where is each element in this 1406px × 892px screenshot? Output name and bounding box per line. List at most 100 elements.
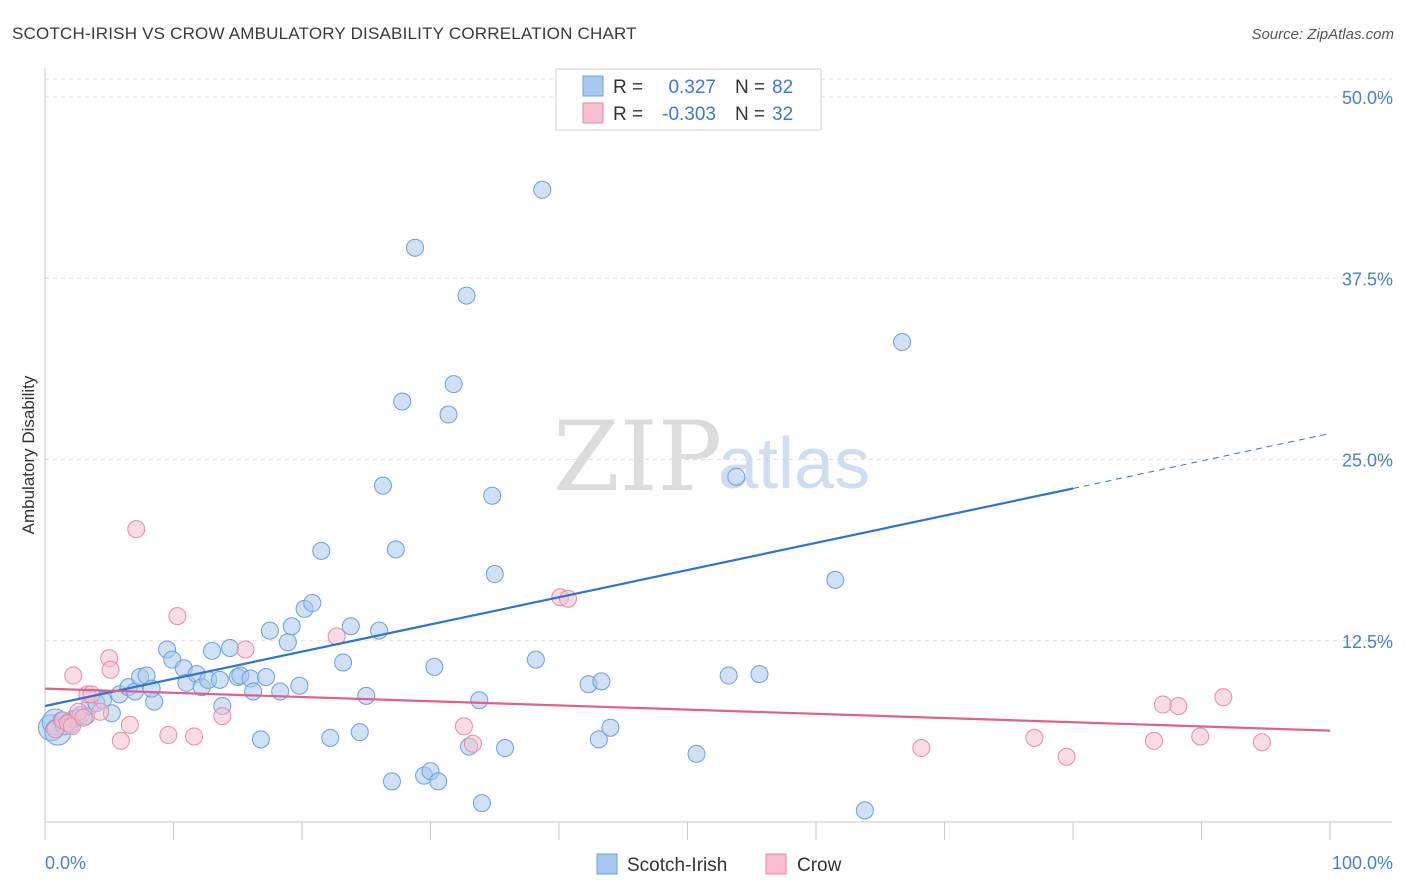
scotch-irish-point-38: [257, 668, 276, 686]
scotch-irish-point-42: [282, 617, 301, 636]
crow-point-12: [111, 731, 130, 750]
scotch-irish-point-82: [855, 801, 874, 820]
legend-r-value-1: 0.327: [668, 77, 716, 98]
scatter-points: [37, 180, 1271, 820]
scotch-irish-point-39: [260, 621, 279, 640]
crow-point-24: [558, 589, 577, 608]
scotch-irish-point-51: [357, 686, 376, 705]
scotch-irish-point-69: [485, 565, 504, 584]
scotch-irish-point-55: [386, 540, 405, 559]
legend-swatch-crow: [582, 102, 604, 124]
bottom-legend-label-crow: Crow: [797, 855, 842, 876]
scotch-irish-point-50: [350, 723, 369, 742]
crow-point-26: [1025, 728, 1044, 747]
crow-point-13: [120, 715, 139, 734]
crow-point-18: [213, 707, 232, 726]
scotch-irish-point-71: [526, 650, 545, 669]
scotch-irish-point-60: [425, 657, 444, 676]
scotch-irish-point-66: [470, 691, 489, 710]
scotch-irish-point-70: [496, 739, 515, 758]
scotch-irish-point-78: [719, 666, 738, 685]
scotch-irish-point-68: [483, 486, 502, 505]
gridlines: [45, 78, 1392, 642]
scotch-irish-point-63: [444, 375, 463, 394]
chart-title: SCOTCH-IRISH VS CROW AMBULATORY DISABILI…: [12, 24, 637, 43]
scotch-irish-point-83: [893, 333, 912, 352]
tick-labels: 12.5% 25.0% 37.5% 50.0% 0.0% 100.0%: [45, 88, 1393, 873]
watermark-zip: ZIP: [553, 401, 722, 513]
scotch-irish-point-56: [393, 392, 412, 411]
crow-point-22: [463, 734, 482, 753]
scotch-irish-point-32: [221, 639, 240, 657]
legend-swatch-scotch-irish: [582, 75, 604, 97]
scotch-irish-point-75: [592, 672, 611, 691]
scotch-irish-point-77: [687, 744, 706, 763]
scotch-irish-point-30: [210, 670, 229, 689]
scotch-irish-point-81: [826, 570, 845, 589]
scotch-irish-point-57: [406, 238, 425, 257]
scotch-irish-trend-line: [44, 487, 1074, 708]
crow-point-9: [91, 702, 110, 721]
scotch-irish-point-37: [251, 730, 270, 749]
bottom-legend-label-scotch-irish: Scotch-Irish: [627, 855, 727, 876]
axes: [44, 68, 1392, 840]
legend-n-label-2: N =: [735, 104, 765, 125]
y-tick-label-2: 37.5%: [1342, 269, 1393, 289]
scotch-irish-point-41: [278, 633, 297, 652]
crow-point-33: [1252, 733, 1271, 752]
crow-point-32: [1214, 688, 1233, 707]
bottom-legend-swatch-scotch-irish: [596, 853, 618, 875]
scotch-irish-point-67: [472, 794, 491, 813]
scotch-irish-point-54: [382, 772, 401, 791]
y-tick-label-0: 12.5%: [1342, 632, 1393, 652]
scotch-irish-point-74: [589, 730, 608, 749]
y-axis-title: Ambulatory Disability: [19, 375, 38, 534]
scotch-irish-point-48: [334, 653, 353, 672]
scotch-irish-point-47: [321, 728, 340, 747]
crow-point-15: [159, 726, 178, 744]
scotch-irish-point-62: [439, 405, 458, 424]
crow-point-16: [168, 607, 187, 626]
crow-point-28: [1144, 731, 1163, 750]
scotch-irish-point-36: [244, 682, 263, 701]
watermark: ZIP atlas: [553, 401, 870, 513]
crow-point-14: [127, 520, 146, 539]
legend-r-label-1: R =: [613, 77, 643, 98]
watermark-atlas: atlas: [718, 424, 870, 504]
source-label: Source: ZipAtlas.com: [1251, 26, 1394, 43]
scotch-irish-point-53: [373, 476, 392, 495]
crow-point-29: [1153, 695, 1172, 714]
legend-r-label-2: R =: [613, 104, 643, 125]
crow-point-21: [454, 717, 473, 736]
y-tick-label-3: 50.0%: [1342, 88, 1393, 108]
crow-point-17: [185, 727, 204, 746]
scotch-irish-point-80: [750, 665, 769, 684]
x-tick-label-0: 0.0%: [45, 853, 86, 873]
scotch-irish-point-46: [312, 541, 331, 560]
crow-point-30: [1169, 697, 1188, 715]
legend-n-value-2: 32: [772, 104, 793, 125]
crow-point-31: [1191, 727, 1210, 746]
legend-r-value-2: -0.303: [662, 104, 716, 125]
crow-point-19: [236, 640, 255, 659]
scotch-irish-point-45: [303, 594, 322, 613]
scotch-irish-point-43: [290, 676, 309, 695]
legend-box: R = 0.327 N = 82 R = -0.303 N = 32: [555, 68, 822, 131]
scotch-irish-trend-extension: [1072, 432, 1331, 489]
trend-lines: [44, 432, 1331, 732]
scotch-irish-point-49: [341, 617, 360, 636]
bottom-legend: Scotch-Irish Crow: [596, 853, 842, 876]
scotch-irish-point-79: [727, 467, 746, 486]
scotch-irish-point-76: [601, 718, 620, 737]
y-tick-label-1: 25.0%: [1342, 451, 1393, 471]
crow-point-27: [1057, 747, 1076, 766]
crow-point-11: [101, 660, 120, 679]
crow-point-25: [912, 739, 931, 758]
bottom-legend-swatch-crow: [765, 853, 787, 875]
scotch-irish-point-61: [429, 772, 448, 791]
legend-n-value-1: 82: [772, 77, 793, 98]
crow-point-6: [74, 708, 93, 727]
scotch-irish-point-64: [457, 286, 476, 305]
scotch-irish-point-72: [533, 180, 552, 199]
